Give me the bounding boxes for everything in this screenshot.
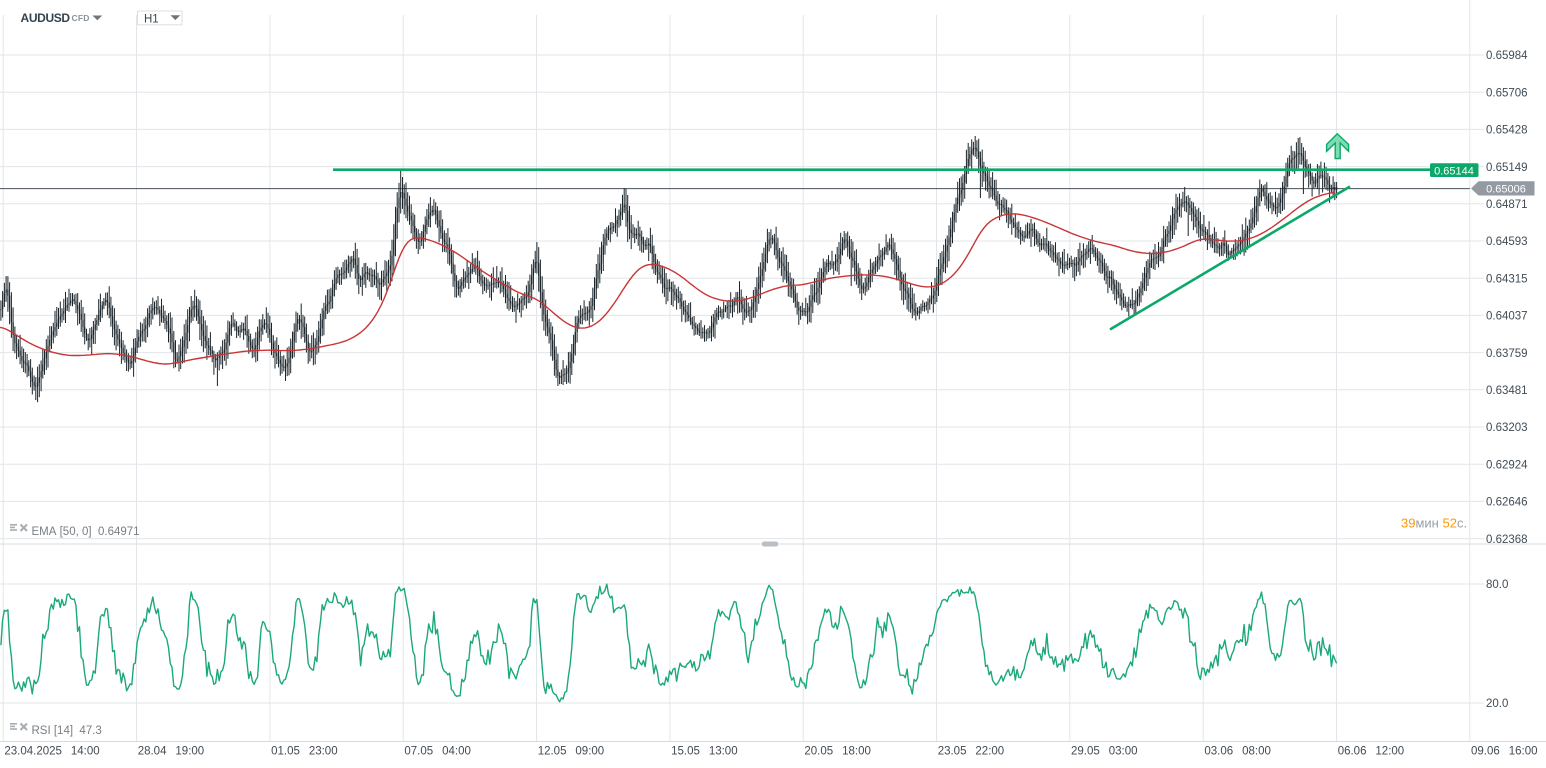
svg-text:0.65149: 0.65149: [1486, 162, 1528, 174]
svg-text:80.0: 80.0: [1486, 579, 1508, 591]
svg-text:0.62646: 0.62646: [1486, 497, 1528, 509]
svg-text:RSI [14] 47.3: RSI [14] 47.3: [32, 725, 102, 737]
svg-text:AUDUSD: AUDUSD: [21, 11, 71, 25]
svg-text:06.06 12:00: 06.06 12:00: [1338, 746, 1405, 758]
svg-text:09.06 16:00: 09.06 16:00: [1471, 746, 1538, 758]
svg-text:23.05 22:00: 23.05 22:00: [938, 746, 1005, 758]
svg-text:0.63481: 0.63481: [1486, 385, 1528, 397]
svg-text:0.65984: 0.65984: [1486, 50, 1528, 62]
svg-text:0.65144: 0.65144: [1434, 165, 1474, 177]
svg-text:28.04 19:00: 28.04 19:00: [138, 746, 205, 758]
svg-text:0.63759: 0.63759: [1486, 348, 1528, 360]
svg-text:0.64315: 0.64315: [1486, 273, 1528, 285]
svg-text:29.05 03:00: 29.05 03:00: [1071, 746, 1138, 758]
svg-text:0.65706: 0.65706: [1486, 87, 1528, 99]
svg-text:01.05 23:00: 01.05 23:00: [271, 746, 338, 758]
svg-text:0.64037: 0.64037: [1486, 311, 1528, 323]
svg-text:03.06 08:00: 03.06 08:00: [1204, 746, 1271, 758]
svg-text:0.65006: 0.65006: [1486, 184, 1526, 196]
svg-text:20.05 18:00: 20.05 18:00: [804, 746, 871, 758]
svg-text:0.62924: 0.62924: [1486, 459, 1528, 471]
svg-text:0.63203: 0.63203: [1486, 422, 1528, 434]
svg-text:20.0: 20.0: [1486, 698, 1508, 710]
svg-text:0.65428: 0.65428: [1486, 125, 1528, 137]
svg-text:23.04.2025 14:00: 23.04.2025 14:00: [4, 746, 99, 758]
svg-text:H1: H1: [144, 13, 159, 25]
svg-text:0.64871: 0.64871: [1486, 199, 1528, 211]
svg-text:0.64593: 0.64593: [1486, 236, 1528, 248]
svg-text:EMA [50, 0] 0.64971: EMA [50, 0] 0.64971: [32, 526, 140, 538]
svg-text:0.62368: 0.62368: [1486, 534, 1528, 546]
svg-text:CFD: CFD: [72, 13, 90, 23]
svg-text:12.05 09:00: 12.05 09:00: [538, 746, 605, 758]
svg-text:07.05 04:00: 07.05 04:00: [404, 746, 471, 758]
svg-text:15.05 13:00: 15.05 13:00: [671, 746, 738, 758]
svg-text:39мин 52с.: 39мин 52с.: [1401, 516, 1467, 531]
